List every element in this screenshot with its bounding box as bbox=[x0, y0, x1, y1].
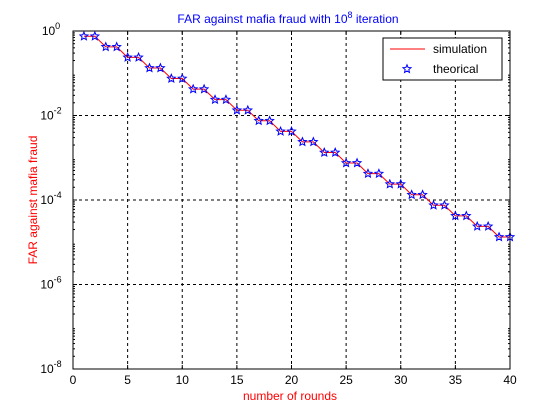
theorical-point bbox=[78, 30, 90, 41]
theorical-point bbox=[198, 83, 210, 94]
theorical-point bbox=[461, 210, 472, 221]
theorical-point bbox=[275, 125, 286, 136]
chart-title: FAR against mafia fraud with 108 iterati… bbox=[177, 10, 398, 26]
theorical-point bbox=[155, 62, 166, 73]
theorical-point bbox=[319, 147, 330, 157]
legend-simulation-label: simulation bbox=[433, 42, 487, 56]
x-tick-label: 0 bbox=[70, 373, 77, 387]
theorical-point bbox=[406, 189, 417, 200]
theorical-point bbox=[362, 168, 374, 179]
x-tick-label: 25 bbox=[339, 373, 353, 387]
theorical-point bbox=[177, 73, 188, 83]
legend: simulation theorical bbox=[382, 37, 503, 81]
y-tick-label: 10-6 bbox=[40, 275, 61, 292]
theorical-point bbox=[253, 115, 264, 126]
x-tick-label: 20 bbox=[285, 373, 299, 387]
theorical-series bbox=[78, 30, 516, 242]
y-tick-label: 10-2 bbox=[40, 106, 61, 123]
theorical-point bbox=[417, 189, 428, 200]
theorical-point bbox=[351, 157, 363, 168]
x-tick-label: 40 bbox=[503, 373, 517, 387]
legend-theorical-marker bbox=[401, 63, 413, 74]
simulation-line bbox=[83, 35, 510, 238]
theorical-point bbox=[297, 136, 308, 147]
theorical-point bbox=[395, 178, 406, 189]
theorical-point bbox=[231, 104, 243, 115]
theorical-point bbox=[209, 94, 221, 105]
theorical-point bbox=[89, 30, 101, 41]
theorical-point bbox=[264, 115, 275, 126]
theorical-point bbox=[373, 168, 385, 179]
x-axis-ticks: 0 5 10 15 20 25 30 35 40 bbox=[70, 31, 517, 387]
y-tick-label: 100 bbox=[42, 21, 60, 38]
x-tick-label: 5 bbox=[124, 373, 131, 387]
legend-box bbox=[382, 37, 503, 81]
theorical-point bbox=[286, 125, 297, 136]
legend-theorical-label: theorical bbox=[433, 62, 478, 76]
theorical-point bbox=[122, 51, 133, 62]
theorical-point bbox=[242, 104, 254, 115]
theorical-point bbox=[450, 210, 461, 221]
x-tick-label: 30 bbox=[394, 373, 408, 387]
chart-title-tail: iteration bbox=[353, 12, 399, 26]
grid bbox=[73, 31, 510, 369]
theorical-point bbox=[187, 83, 199, 94]
theorical-point bbox=[100, 41, 112, 52]
y-axis-ticks: 10-8 10-6 10-4 10-2 100 bbox=[40, 21, 510, 376]
x-tick-label: 35 bbox=[449, 373, 463, 387]
simulation-series bbox=[83, 35, 510, 238]
theorical-point bbox=[111, 41, 122, 52]
theorical-point bbox=[439, 199, 450, 210]
theorical-point bbox=[166, 73, 177, 83]
x-tick-label: 15 bbox=[230, 373, 244, 387]
y-axis-label: FAR against mafia fraud bbox=[26, 136, 40, 265]
theorical-point bbox=[340, 157, 352, 168]
theorical-point bbox=[308, 136, 319, 147]
y-tick-label: 10-8 bbox=[40, 359, 61, 376]
theorical-point bbox=[428, 199, 439, 210]
x-tick-label: 10 bbox=[176, 373, 190, 387]
theorical-point bbox=[482, 220, 494, 231]
theorical-point bbox=[471, 220, 483, 231]
theorical-point bbox=[493, 231, 505, 242]
theorical-point bbox=[384, 178, 396, 189]
theorical-point bbox=[220, 94, 232, 105]
chart-title-main: FAR against mafia fraud with 10 bbox=[177, 12, 347, 26]
theorical-point bbox=[133, 51, 144, 62]
x-axis-label: number of rounds bbox=[243, 389, 337, 403]
theorical-point bbox=[329, 147, 341, 157]
y-tick-label: 10-4 bbox=[40, 190, 61, 207]
theorical-point bbox=[144, 62, 155, 73]
chart-title-exponent: 8 bbox=[348, 10, 353, 20]
